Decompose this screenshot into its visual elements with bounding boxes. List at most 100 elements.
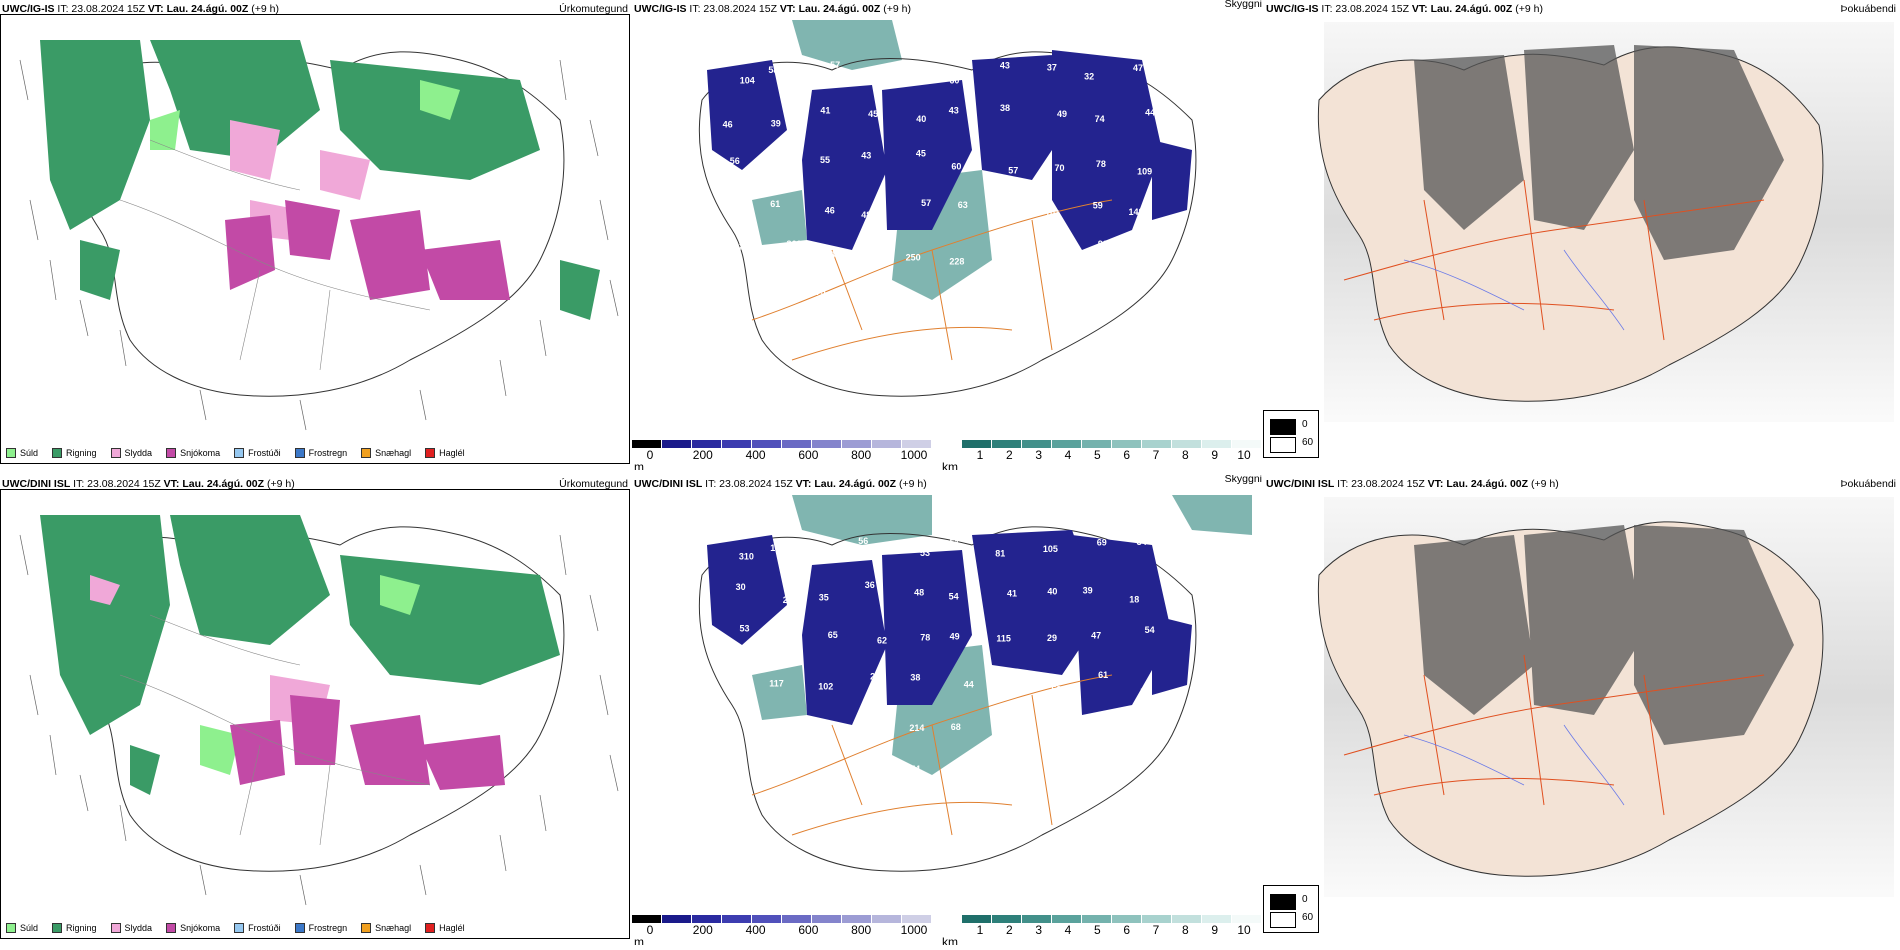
visibility-panel: UWC/DINI ISL IT: 23.08.2024 15Z VT: Lau.… [632,475,1264,945]
fog-legend-swatch-dark [1270,419,1296,435]
visibility-value-label: 61 [1098,670,1108,680]
legend-item: Haglél [425,448,465,458]
visibility-value-label: 64 [778,627,788,637]
colorbar-segment [632,915,662,923]
visibility-value-label: 105 [1043,544,1058,554]
legend-item: Snæhagl [361,923,411,933]
visibility-value-label: 60 [949,76,959,86]
colorbar-segment [1232,915,1262,923]
ceiling-colorbar: 0 200 400 600 800 1000 [632,440,932,462]
colorbar-segment [1052,440,1082,448]
fog-index-panel: UWC/DINI ISL IT: 23.08.2024 15Z VT: Lau.… [1264,475,1900,945]
visibility-value-label: 56 [858,536,868,546]
fog-legend-swatch-dark [1270,894,1296,910]
colorbar-tick-label: 0 [646,923,654,937]
colorbar-segment [692,440,722,448]
visibility-value-label: 18 [1129,595,1139,605]
visibility-value-label: 57 [830,60,840,70]
legend-item: Snjókoma [166,448,220,458]
legend-item: Súld [6,448,38,458]
colorbar-segment [812,915,842,923]
low-ceiling-area [707,530,1192,725]
low-ceiling-area [707,50,1192,250]
roads [119,139,431,371]
colorbar-segment [1052,915,1082,923]
visibility-value-label: 75 [816,287,826,297]
visibility-value-label: 48 [864,67,874,77]
visibility-value-label: 34 [1137,537,1147,547]
fog-map [1317,497,1894,897]
colorbar-tick-label: 1 [976,448,984,462]
panel-header: UWC/IG-IS IT: 23.08.2024 15Z VT: Lau. 24… [634,3,911,15]
roads [1343,179,1765,341]
visibility-value-label: 41 [1007,588,1017,598]
visibility-value-label: 29 [783,595,793,605]
visibility-value-label: 81 [995,549,1005,559]
forecast-row-1: UWC/IG-IS IT: 23.08.2024 15Z VT: Lau. 24… [0,0,1900,470]
visibility-value-label: 59 [1093,200,1103,210]
visibility-value-label: 101 [1045,208,1060,218]
visibility-value-label: 360 [787,239,802,249]
legend-item: Snjókoma [166,923,220,933]
rivers [1403,249,1625,331]
valid-label: VT: [163,478,180,490]
init-time: IT: 23.08.2024 15Z [57,3,145,15]
fog-dark-area [1414,525,1794,745]
visibility-map: 310 155 102 56 53 51 81 105 69 34 30 29 35 36 48 54 41 40… [698,495,1252,872]
colorbar-tick-label: 600 [798,923,819,937]
visibility-value-label: 138 [825,250,840,260]
colorbar-tick-label: 6 [1123,923,1130,937]
visibility-value-label: 148 [1129,207,1144,217]
colorbar-segment [902,915,932,923]
visibility-value-label: 46 [723,120,733,130]
legend-swatch [361,923,372,933]
colorbar-tick-label: 8 [1181,448,1189,462]
visibility-value-label: 295 [739,241,754,251]
roads [119,614,431,846]
visibility-map: 104 58 57 48 49 60 43 37 32 47 46 39 41 45 40 43 38 49 74 4… [698,20,1197,397]
legend-item: Súld [6,923,38,933]
colorbar-segments [632,915,932,923]
roads [751,199,1113,361]
colorbar-tick-label: 800 [851,448,872,462]
visibility-value-label: 70 [1055,163,1065,173]
colorbar-tick-label: 800 [851,923,872,937]
colorbar-tick-label: 5 [1093,448,1101,462]
legend-swatch [52,923,63,933]
colorbar-ticks: 0 200 400 600 800 1000 [632,448,932,462]
fog-legend: 0 60 [1263,410,1319,458]
visibility-value-label: 55 [775,163,785,173]
fog-index-panel: UWC/IG-IS IT: 23.08.2024 15Z VT: Lau. 24… [1264,0,1900,470]
visibility-value-label: 103 [1136,237,1151,247]
visibility-value-label: 155 [770,543,785,553]
colorbar-segment [842,915,872,923]
valid-label: VT: [147,3,164,15]
visibility-value-label: 202 [818,729,833,739]
visibility-value-label: 74 [910,764,920,774]
panel-header: UWC/IG-IS IT: 23.08.2024 15Z VT: Lau. 24… [2,3,279,15]
visibility-value-label: 128 [870,712,885,722]
fog-legend-swatch-light [1270,912,1296,928]
sleet-area [230,120,370,240]
colorbar-tick-label: 1000 [900,923,928,937]
visibility-value-label: 52 [1051,684,1061,694]
visibility-value-label: 104 [740,75,755,85]
colorbar-segment [812,440,842,448]
lead-time: (+9 h) [251,3,279,15]
visibility-value-label: 82 [736,769,746,779]
visibility-value-label: 56 [1010,717,1020,727]
colorbar-segment [1172,915,1202,923]
visibility-value-label: 54 [949,591,959,601]
colorbar-segment [722,440,752,448]
legend-item: Haglél [425,923,465,933]
visibility-value-label: 37 [1047,63,1057,73]
legend-item: Frostúði [234,923,281,933]
legend-swatch [294,923,305,933]
precip-type-panel: UWC/IG-IS IT: 23.08.2024 15Z VT: Lau. 24… [0,0,632,470]
visibility-value-label: 102 [818,682,833,692]
legend-item: Rigning [52,448,97,458]
visibility-value-label: 228 [949,257,964,267]
visibility-colorbar: 1 2 3 4 5 6 7 8 9 10 [962,915,1262,937]
colorbar-segment [1112,915,1142,923]
colorbar-segment [1232,440,1262,448]
